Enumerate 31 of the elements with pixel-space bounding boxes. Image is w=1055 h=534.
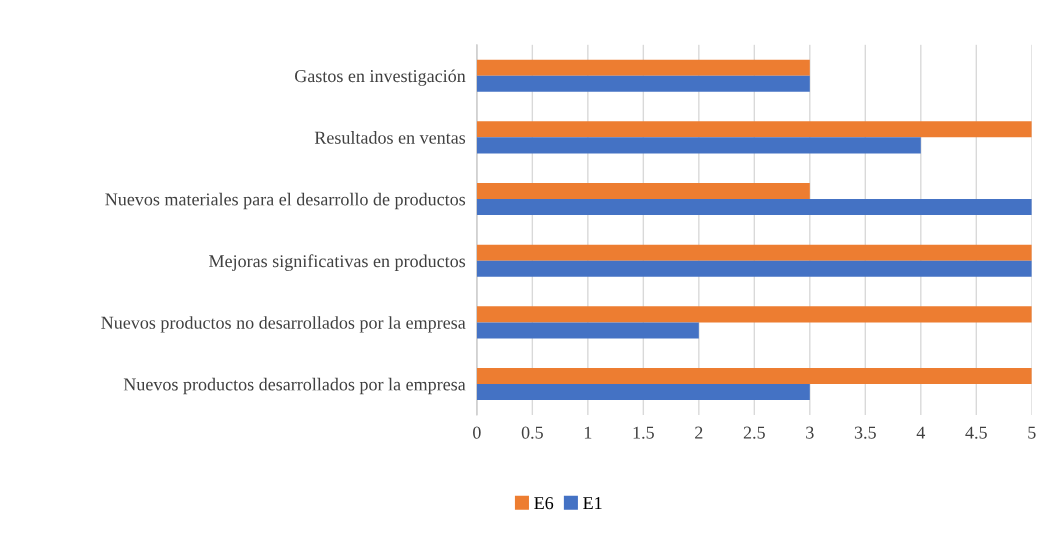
x-tick-label: 0 [473, 426, 481, 439]
bar [476, 183, 810, 200]
y-tick-label: Nuevos materiales para el desarrollo de productos [105, 192, 466, 210]
legend-label: E1 [583, 497, 602, 510]
y-tick-label: Nuevos productos no desarrollados por la empresa [101, 316, 466, 333]
x-tick-label: 4.5 [965, 426, 987, 439]
legend-label: E6 [534, 497, 554, 510]
x-tick-label: 3 [806, 426, 814, 439]
bar [476, 260, 1032, 277]
y-tick-label: Resultados en ventas [314, 131, 466, 144]
x-tick-label: 3.5 [854, 426, 876, 439]
x-tick-label: 4 [916, 426, 926, 439]
bar [476, 75, 810, 92]
x-tick-label: 1.5 [633, 426, 654, 439]
x-tick-label: 5 [1028, 426, 1036, 439]
x-tick-label: 1 [584, 426, 592, 439]
bar [476, 322, 699, 339]
bar [476, 121, 1032, 138]
bar [476, 59, 810, 76]
x-tick-label: 2 [695, 426, 703, 439]
bar [476, 306, 1032, 323]
bar [476, 199, 1032, 216]
x-tick-label: 0.5 [521, 426, 543, 439]
bar [476, 384, 810, 401]
bar [476, 244, 1032, 261]
y-tick-label: Gastos en investigación [294, 69, 466, 86]
x-tick-label: 2.5 [743, 426, 765, 439]
bar [476, 368, 1032, 385]
bar [476, 137, 921, 154]
y-tick-label: Mejoras significativas en productos [209, 254, 466, 271]
y-tick-label: Nuevos productos desarrollados por la empresa [123, 377, 466, 395]
